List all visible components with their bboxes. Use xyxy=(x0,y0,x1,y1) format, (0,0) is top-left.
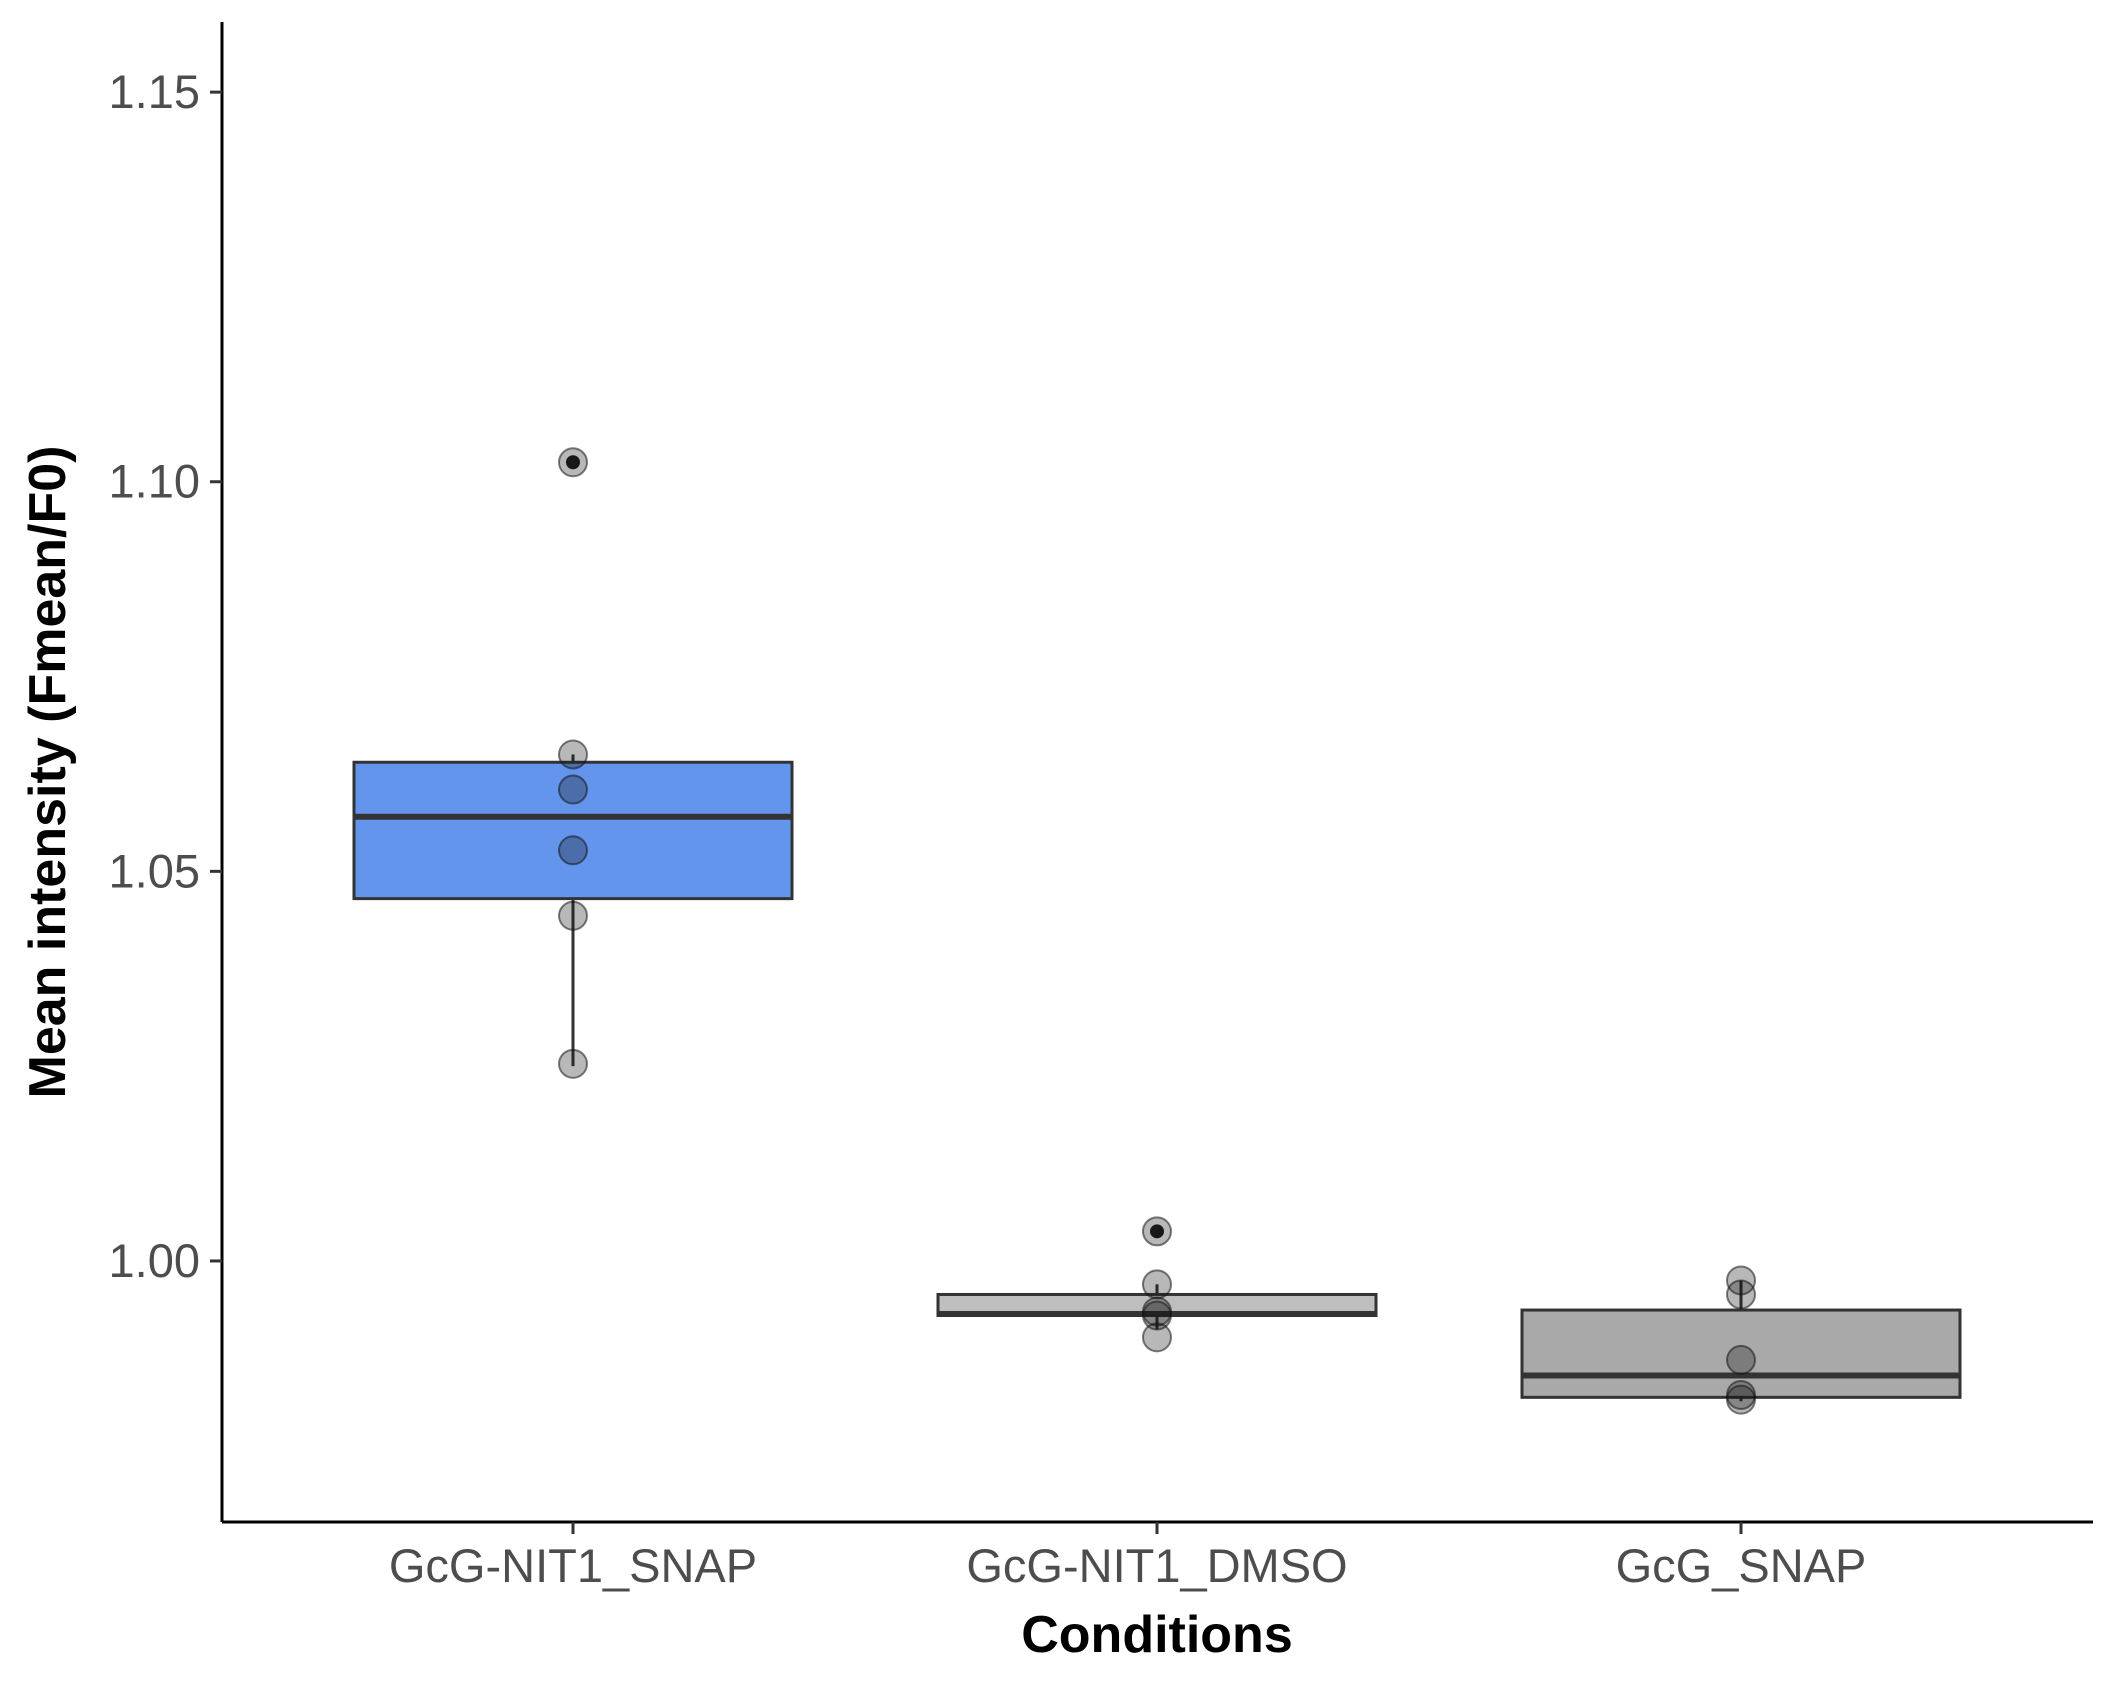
y-tick-label: 1.05 xyxy=(109,844,200,897)
x-ticks: GcG-NIT1_SNAP GcG-NIT1_DMSO GcG_SNAP xyxy=(389,1522,1867,1592)
data-point xyxy=(558,774,588,805)
box-group-1 xyxy=(352,447,794,1079)
y-tick-label: 1.00 xyxy=(109,1234,200,1287)
data-point xyxy=(558,447,588,478)
data-point xyxy=(1142,1269,1172,1300)
box xyxy=(352,760,794,901)
y-tick-label: 1.15 xyxy=(109,65,200,118)
outlier-point xyxy=(566,455,580,470)
outlier-point xyxy=(1150,1224,1164,1239)
data-point xyxy=(1142,1322,1172,1353)
box-group-2 xyxy=(936,1216,1378,1353)
data-point xyxy=(558,1048,588,1079)
data-point xyxy=(558,739,588,770)
box xyxy=(1520,1308,1962,1399)
x-tick-label: GcG_SNAP xyxy=(1616,1539,1867,1592)
x-tick-label: GcG-NIT1_DMSO xyxy=(966,1539,1347,1592)
y-tick-label: 1.10 xyxy=(109,455,200,508)
data-point xyxy=(1142,1216,1172,1247)
box-group-3 xyxy=(1520,1265,1962,1415)
data-point xyxy=(558,900,588,931)
data-point xyxy=(1726,1279,1756,1310)
data-point xyxy=(1726,1384,1756,1415)
y-ticks: 1.00 1.05 1.10 1.15 xyxy=(109,65,222,1287)
x-axis-title: Conditions xyxy=(1021,1606,1293,1664)
x-tick-label: GcG-NIT1_SNAP xyxy=(389,1539,757,1592)
data-point xyxy=(1726,1344,1756,1375)
data-point xyxy=(558,835,588,866)
plot-area xyxy=(352,447,1962,1415)
y-axis-title: Mean intensity (Fmean/F0) xyxy=(19,446,77,1099)
data-point xyxy=(1142,1300,1172,1331)
